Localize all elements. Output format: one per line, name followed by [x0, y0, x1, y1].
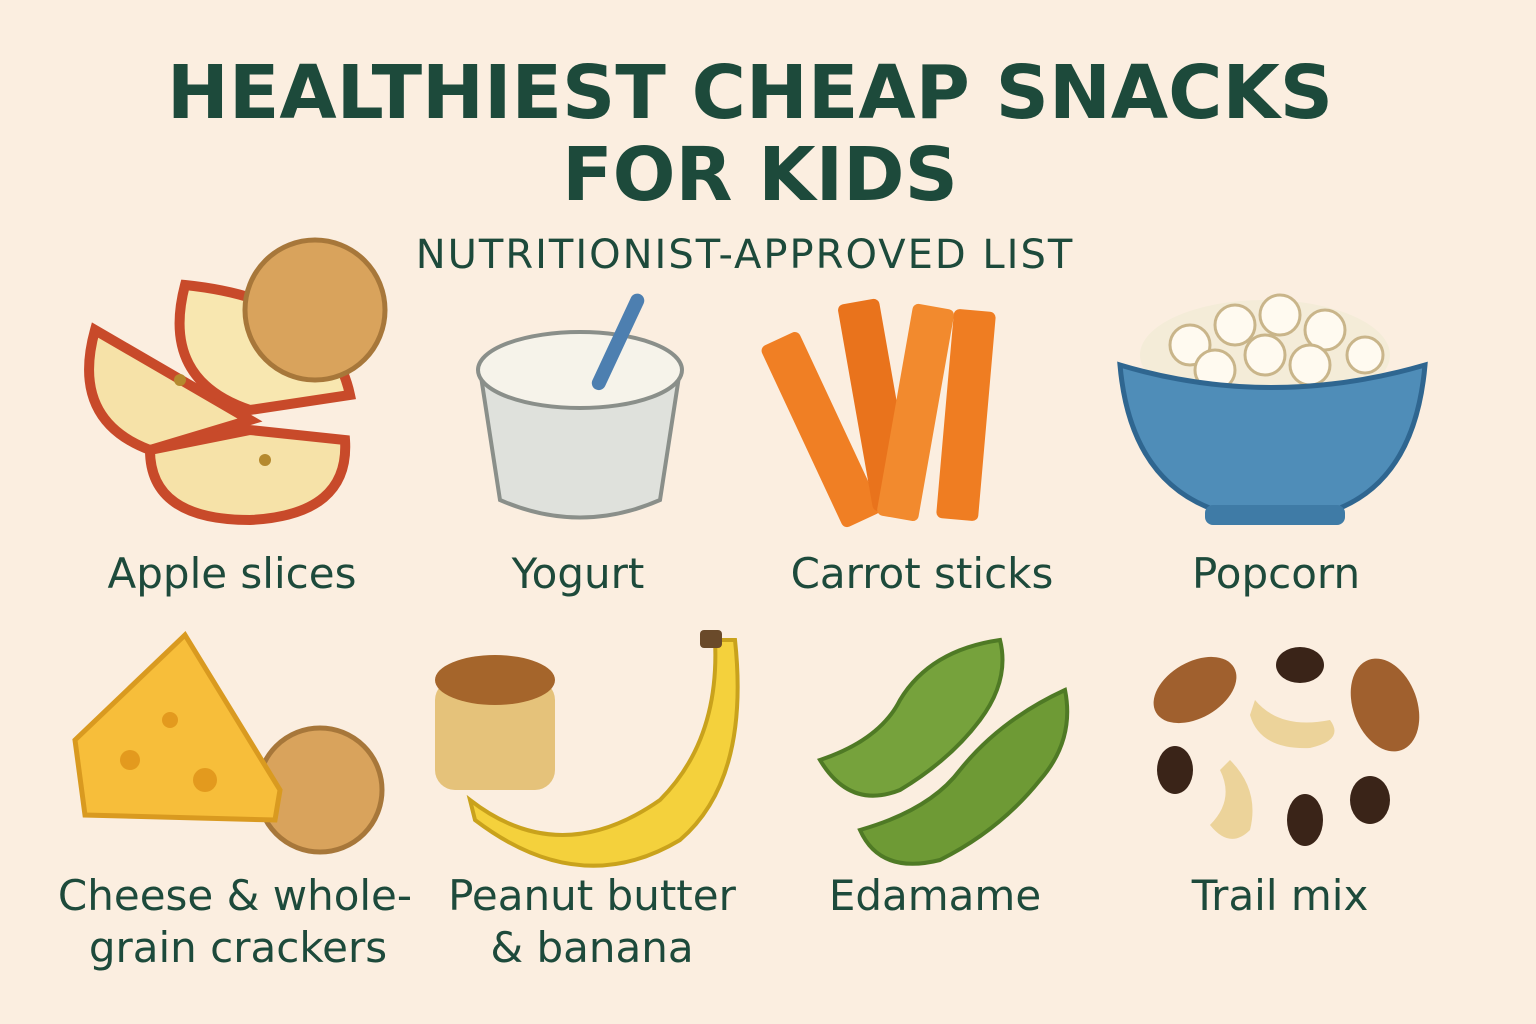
- peanut-banana-icon-shape: [435, 655, 555, 705]
- title-line: HEALTHIEST CHEAP SNACKS: [167, 50, 1333, 136]
- trail-mix-icon-shape: [1276, 647, 1324, 683]
- cheese-icon: [72, 237, 388, 855]
- yogurt-icon: [476, 293, 684, 520]
- trail-mix-icon-shape: [1287, 794, 1323, 846]
- popcorn-icon-shape: [1205, 505, 1345, 525]
- trail-mix-icon-shape: [1157, 746, 1193, 794]
- item-label: Apple slices: [108, 549, 357, 598]
- peanut-banana-icon: [435, 630, 740, 868]
- edamame-icon: [817, 637, 1070, 866]
- edamame-icon-shape: [817, 637, 1005, 798]
- apple-icon-shape: [144, 424, 351, 526]
- cheese-icon-shape: [193, 768, 217, 792]
- item-label: & banana: [490, 923, 693, 972]
- trail-mix-icon-shape: [1350, 658, 1420, 752]
- carrot-icon-shape: [936, 309, 996, 521]
- carrot-icon: [761, 298, 996, 528]
- popcorn-icon-shape-shape: [1345, 335, 1385, 375]
- popcorn-icon-shape-shape: [1258, 293, 1302, 337]
- cheese-icon-shape: [162, 712, 178, 728]
- yogurt-icon-shape: [477, 368, 683, 520]
- trail-mix-icon-shape: [1210, 760, 1253, 839]
- item-label: Yogurt: [511, 549, 645, 598]
- carrot-icon-shape: [761, 332, 881, 528]
- subtitle: NUTRITIONIST-APPROVED LIST: [416, 232, 1075, 278]
- yogurt-icon-shape: [591, 293, 645, 391]
- item-label: Trail mix: [1191, 871, 1369, 920]
- edamame-icon-shape: [857, 687, 1070, 866]
- item-label: Edamame: [829, 871, 1041, 920]
- cheese-icon-shape: [72, 631, 283, 823]
- item-label: Carrot sticks: [791, 549, 1054, 598]
- apple-icon-shape: [174, 374, 186, 386]
- peanut-banana-icon-shape: [700, 630, 722, 648]
- cheese-icon-shape: [242, 237, 388, 383]
- cheese-icon-shape: [120, 750, 140, 770]
- item-label: Popcorn: [1192, 549, 1360, 598]
- popcorn-icon-shape: [1168, 293, 1385, 392]
- trail-mix-icon: [1153, 647, 1420, 846]
- trail-mix-icon-shape: [1250, 700, 1335, 749]
- trail-mix-icon-shape: [1350, 776, 1390, 824]
- peanut-banana-icon-shape: [466, 638, 740, 868]
- yogurt-icon-shape: [476, 330, 684, 410]
- popcorn-icon-shape-shape: [1243, 333, 1287, 377]
- trail-mix-icon-shape: [1153, 656, 1237, 724]
- apple-icon-shape: [259, 454, 271, 466]
- item-label: Peanut butter: [448, 871, 737, 920]
- popcorn-icon-shape: [1117, 361, 1428, 513]
- carrot-icon-shape: [877, 303, 954, 522]
- item-label: Cheese & whole-: [58, 871, 412, 920]
- popcorn-icon-shape-shape: [1213, 303, 1257, 347]
- popcorn-icon: [1117, 293, 1428, 525]
- title-line: FOR KIDS: [562, 132, 958, 218]
- item-label: grain crackers: [89, 923, 387, 972]
- popcorn-icon-shape-shape: [1288, 343, 1332, 387]
- peanut-banana-icon-shape: [435, 680, 555, 790]
